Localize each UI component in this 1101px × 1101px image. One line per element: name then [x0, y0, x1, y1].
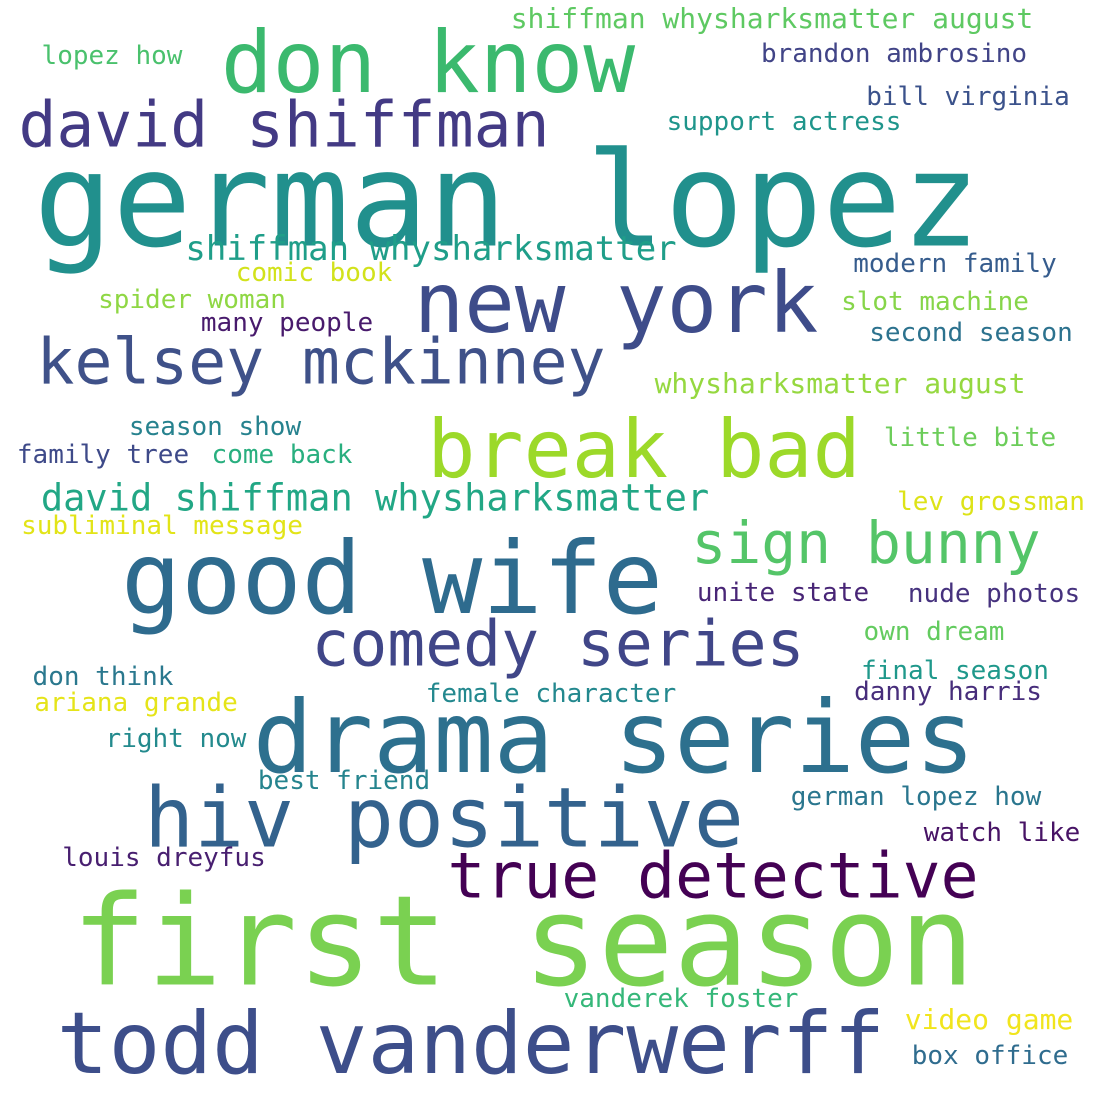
- word-video-game: video game: [904, 1003, 1074, 1036]
- word-whysharksmatter-august: whysharksmatter august: [654, 367, 1026, 400]
- word-german-lopez-how: german lopez how: [790, 782, 1042, 812]
- word-spider-woman: spider woman: [98, 285, 286, 315]
- word-comedy-series: comedy series: [311, 607, 805, 681]
- word-slot-machine: slot machine: [841, 287, 1029, 317]
- word-right-now: right now: [105, 724, 247, 754]
- word-modern-family: modern family: [853, 249, 1057, 279]
- word-final-season: final season: [861, 656, 1049, 686]
- word-david-shiffman-whysharksmatter: david shiffman whysharksmatter: [40, 476, 710, 520]
- word-ariana-grande: ariana grande: [34, 688, 238, 718]
- word-shiffman-whysharksmatter-august: shiffman whysharksmatter august: [510, 2, 1034, 35]
- word-german-lopez: german lopez: [33, 123, 981, 277]
- word-lopez-how: lopez how: [41, 41, 183, 71]
- word-season-show: season show: [128, 412, 302, 442]
- word-female-character: female character: [425, 679, 677, 709]
- word-good-wife: good wife: [121, 520, 663, 637]
- word-drama-series: drama series: [252, 679, 976, 796]
- word-true-detective: true detective: [447, 839, 979, 913]
- word-family-tree: family tree: [16, 440, 190, 470]
- word-sign-bunny: sign bunny: [691, 509, 1041, 577]
- word-watch-like: watch like: [923, 818, 1081, 848]
- word-new-york: new york: [413, 254, 819, 352]
- word-subliminal-message: subliminal message: [21, 511, 303, 541]
- word-little-bite: little bite: [883, 423, 1057, 453]
- word-comic-book: comic book: [235, 258, 393, 288]
- word-bill-virginia: bill virginia: [866, 82, 1070, 112]
- word-nude-photos: nude photos: [907, 579, 1081, 609]
- word-box-office: box office: [911, 1041, 1069, 1071]
- word-don-think: don think: [32, 662, 174, 692]
- word-don-know: don know: [220, 13, 636, 113]
- word-break-bad: break bad: [427, 403, 861, 496]
- word-todd-vanderwerff: todd vanderwerff: [56, 994, 886, 1094]
- word-unite-state: unite state: [696, 578, 870, 608]
- word-danny-harris: danny harris: [854, 677, 1042, 707]
- word-vanderek-foster: vanderek foster: [563, 984, 799, 1014]
- word-david-shiffman: david shiffman: [18, 88, 550, 162]
- word-kelsey-mckinney: kelsey mckinney: [36, 325, 606, 399]
- word-best-friend: best friend: [257, 766, 431, 796]
- word-second-season: second season: [869, 318, 1073, 348]
- word-many-people: many people: [200, 308, 374, 338]
- word-own-dream: own dream: [863, 617, 1005, 647]
- word-first-season: first season: [71, 869, 975, 1015]
- word-lev-grossman: lev grossman: [897, 487, 1085, 517]
- word-hiv-positive: hiv positive: [144, 769, 744, 867]
- word-shiffman-whysharksmatter: shiffman whysharksmatter: [185, 229, 677, 269]
- word-support-actress: support actress: [666, 107, 902, 137]
- word-come-back: come back: [211, 440, 353, 470]
- word-brandon-ambrosino: brandon ambrosino: [760, 39, 1028, 69]
- word-louis-dreyfus: louis dreyfus: [62, 843, 266, 873]
